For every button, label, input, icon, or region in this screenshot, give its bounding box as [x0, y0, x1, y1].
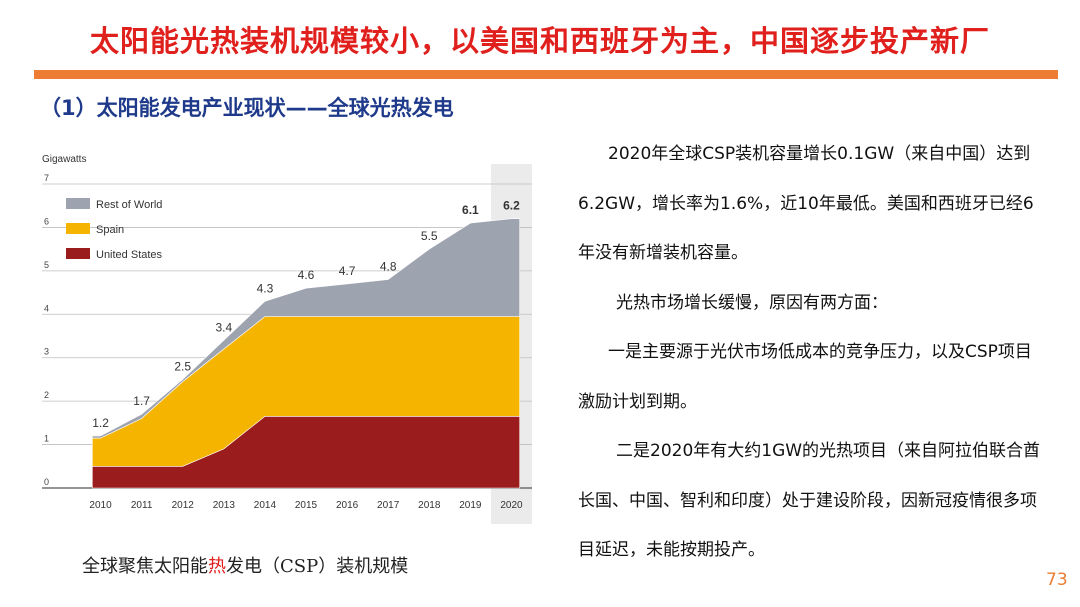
- total-data-label: 1.7: [133, 394, 150, 408]
- y-tick-label: 1: [44, 434, 49, 444]
- chart-caption: 全球聚焦太阳能热发电（CSP）装机规模: [82, 552, 482, 578]
- total-data-label: 1.2: [92, 416, 109, 430]
- x-tick-label: 2016: [336, 500, 359, 511]
- chart-svg: 0 1 2 3 4 5 6 7 Gigawatts 2010 2011 2012 2013 2014 201…: [42, 154, 532, 524]
- legend-swatch: [66, 223, 90, 234]
- x-tick-label: 2019: [459, 500, 482, 511]
- x-tick-label: 2011: [131, 500, 153, 511]
- slide-title: 太阳能光热装机规模较小，以美国和西班牙为主，中国逐步投产新厂: [89, 24, 990, 58]
- legend-label: Rest of World: [96, 199, 162, 211]
- x-tick-label: 2014: [254, 500, 277, 511]
- area-series-rest-of-world: [92, 218, 520, 439]
- legend-swatch: [66, 248, 90, 259]
- caption-highlight: 热: [208, 556, 226, 577]
- total-data-label: 5.5: [421, 229, 438, 243]
- paragraph-1: 2020年全球CSP装机容量增长0.1GW（来自中国）达到6.2GW，增长率为1…: [578, 144, 1034, 263]
- caption-text-pre: 全球聚焦太阳能: [82, 556, 208, 577]
- total-data-label: 4.7: [339, 264, 356, 278]
- x-tick-label: 2015: [295, 500, 318, 511]
- total-data-label: 2.5: [174, 359, 191, 373]
- legend-swatch: [66, 198, 90, 209]
- total-data-label: 4.8: [380, 260, 397, 274]
- y-tick-label: 7: [44, 173, 49, 183]
- legend-label: United States: [96, 249, 163, 261]
- y-tick-label: 5: [44, 260, 49, 270]
- total-data-label: 6.1: [462, 203, 479, 217]
- x-tick-label: 2020: [500, 500, 523, 511]
- page-number: 73: [1046, 570, 1068, 590]
- caption-text-post: 发电（CSP）装机规模: [226, 556, 409, 577]
- total-data-label: 4.6: [298, 268, 315, 282]
- paragraph-2: 光热市场增长缓慢，原因有两方面：: [616, 292, 888, 313]
- csp-capacity-chart: 0 1 2 3 4 5 6 7 Gigawatts 2010 2011 2012 2013 2014 201…: [32, 140, 550, 524]
- paragraph-4: 二是2020年有大约1GW的光热项目（来自阿拉伯联合酋长国、中国、智利和印度）处…: [578, 441, 1041, 560]
- title-divider: [34, 70, 1058, 79]
- x-tick-label: 2017: [377, 500, 400, 511]
- y-tick-label: 3: [44, 347, 49, 357]
- y-tick-label: 0: [44, 477, 49, 487]
- y-axis-label: Gigawatts: [42, 154, 86, 165]
- paragraph-3: 一是主要源于光伏市场低成本的竞争压力，以及CSP项目激励计划到期。: [578, 342, 1032, 412]
- y-tick-label: 6: [44, 216, 49, 226]
- total-data-label: 6.2: [503, 199, 520, 213]
- total-data-label: 3.4: [215, 320, 232, 334]
- x-tick-label: 2010: [89, 500, 112, 511]
- x-tick-label: 2013: [213, 500, 236, 511]
- section-subtitle: （1）太阳能发电产业现状——全球光热发电: [40, 96, 454, 120]
- x-tick-label: 2012: [172, 500, 195, 511]
- legend-label: Spain: [96, 224, 124, 236]
- description-text: 2020年全球CSP装机容量增长0.1GW（来自中国）达到6.2GW，增长率为1…: [578, 130, 1048, 576]
- x-tick-label: 2018: [418, 500, 441, 511]
- total-data-label: 4.3: [257, 281, 274, 295]
- y-tick-label: 4: [44, 303, 49, 313]
- y-tick-label: 2: [44, 390, 49, 400]
